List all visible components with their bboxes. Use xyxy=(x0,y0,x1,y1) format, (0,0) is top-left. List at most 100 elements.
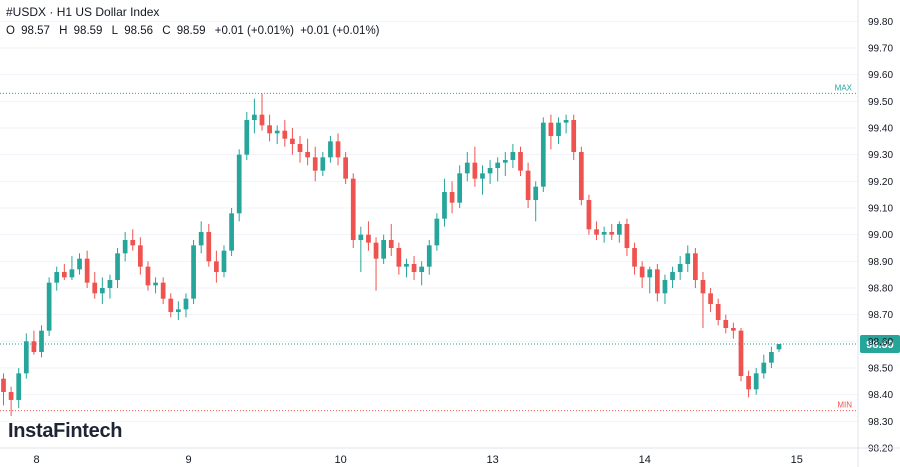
candle-body xyxy=(624,224,630,248)
candle xyxy=(61,264,67,280)
candle-body xyxy=(708,293,713,304)
candle xyxy=(92,272,98,299)
candle-body xyxy=(563,120,569,123)
candle-body xyxy=(282,130,288,139)
candle xyxy=(525,162,531,208)
y-tick-label-98.70: 98.70 xyxy=(868,310,893,321)
candle-body xyxy=(677,264,683,272)
candle-body xyxy=(244,120,250,155)
x-tick-label-9: 9 xyxy=(185,454,191,466)
candle-body xyxy=(54,272,60,283)
candle-body xyxy=(388,240,394,248)
candle-body xyxy=(229,213,234,251)
candle xyxy=(404,258,409,278)
candle xyxy=(77,253,82,275)
candle xyxy=(442,178,447,227)
candle-body xyxy=(206,232,212,262)
candle xyxy=(685,245,691,272)
candle xyxy=(601,226,607,243)
candle-body xyxy=(31,341,37,352)
low-value: 98.56 xyxy=(124,25,154,37)
candle-body xyxy=(426,245,432,267)
candle-body xyxy=(115,253,120,280)
candle xyxy=(297,136,303,163)
candle xyxy=(434,213,440,251)
candle xyxy=(647,266,653,294)
candle xyxy=(533,181,539,222)
candle xyxy=(229,208,234,256)
candle-body xyxy=(761,362,767,374)
candle xyxy=(472,146,478,187)
candle xyxy=(495,157,501,182)
candle xyxy=(510,144,516,168)
candle xyxy=(130,229,136,251)
candles-group xyxy=(1,93,782,416)
candle xyxy=(99,277,105,304)
candle-body xyxy=(662,280,668,294)
symbol-title[interactable]: #USDX · H1 US Dollar Index xyxy=(6,4,383,20)
candle xyxy=(594,221,599,240)
candle xyxy=(761,354,767,379)
open-label: O xyxy=(6,25,15,37)
change-value-secondary: +0.01 (+0.01%) xyxy=(300,25,380,37)
candle xyxy=(115,248,120,288)
change-value: +0.01 (+0.01%) xyxy=(214,25,295,37)
candle-body xyxy=(1,378,6,392)
candle-body xyxy=(381,240,387,259)
candle-body xyxy=(130,240,136,246)
candle xyxy=(487,160,493,184)
symbol-name: #USDX xyxy=(6,5,47,19)
candle xyxy=(578,146,584,206)
candle xyxy=(426,240,432,275)
candle-body xyxy=(731,328,736,331)
y-tick-label-99.00: 99.00 xyxy=(868,230,893,241)
candle xyxy=(381,234,387,264)
candle-body xyxy=(328,141,333,158)
candle-body xyxy=(176,309,181,312)
candle xyxy=(343,152,348,184)
candle-body xyxy=(267,125,272,134)
candle-body xyxy=(153,282,158,286)
candle xyxy=(609,224,615,240)
candle-body xyxy=(693,253,698,280)
candle xyxy=(39,325,44,358)
candle xyxy=(571,114,577,160)
candle xyxy=(290,128,295,155)
candle xyxy=(464,152,470,182)
candle-body xyxy=(8,392,14,400)
candle xyxy=(122,232,128,262)
candle-body xyxy=(373,242,379,259)
candle xyxy=(312,146,318,182)
candle-body xyxy=(472,162,478,179)
candle xyxy=(8,386,14,416)
candle xyxy=(586,194,592,235)
candle-body xyxy=(776,344,782,350)
candle-body xyxy=(548,122,554,136)
grid-lines xyxy=(0,20,858,449)
min-label: MIN xyxy=(837,401,852,410)
candle xyxy=(624,218,630,256)
open-value: 98.57 xyxy=(21,25,50,37)
candle-body xyxy=(46,282,52,331)
y-tick-label-99.30: 99.30 xyxy=(868,150,893,161)
high-value: 98.59 xyxy=(73,25,103,37)
y-tick-label-98.90: 98.90 xyxy=(868,257,893,268)
last-price-badge: 98.59 xyxy=(860,335,900,353)
candle xyxy=(677,256,683,280)
candle xyxy=(168,293,174,318)
candle-body xyxy=(16,373,22,400)
candle-body xyxy=(518,152,523,171)
candle xyxy=(176,301,181,320)
candle-body xyxy=(609,232,615,235)
candle xyxy=(563,114,569,134)
candle xyxy=(221,245,227,278)
candle xyxy=(738,328,744,382)
candle-body xyxy=(616,224,622,235)
candle xyxy=(1,373,6,406)
candle xyxy=(639,261,645,288)
candle xyxy=(480,165,485,195)
candle xyxy=(214,250,219,283)
candle xyxy=(160,277,166,304)
candle xyxy=(46,277,52,336)
